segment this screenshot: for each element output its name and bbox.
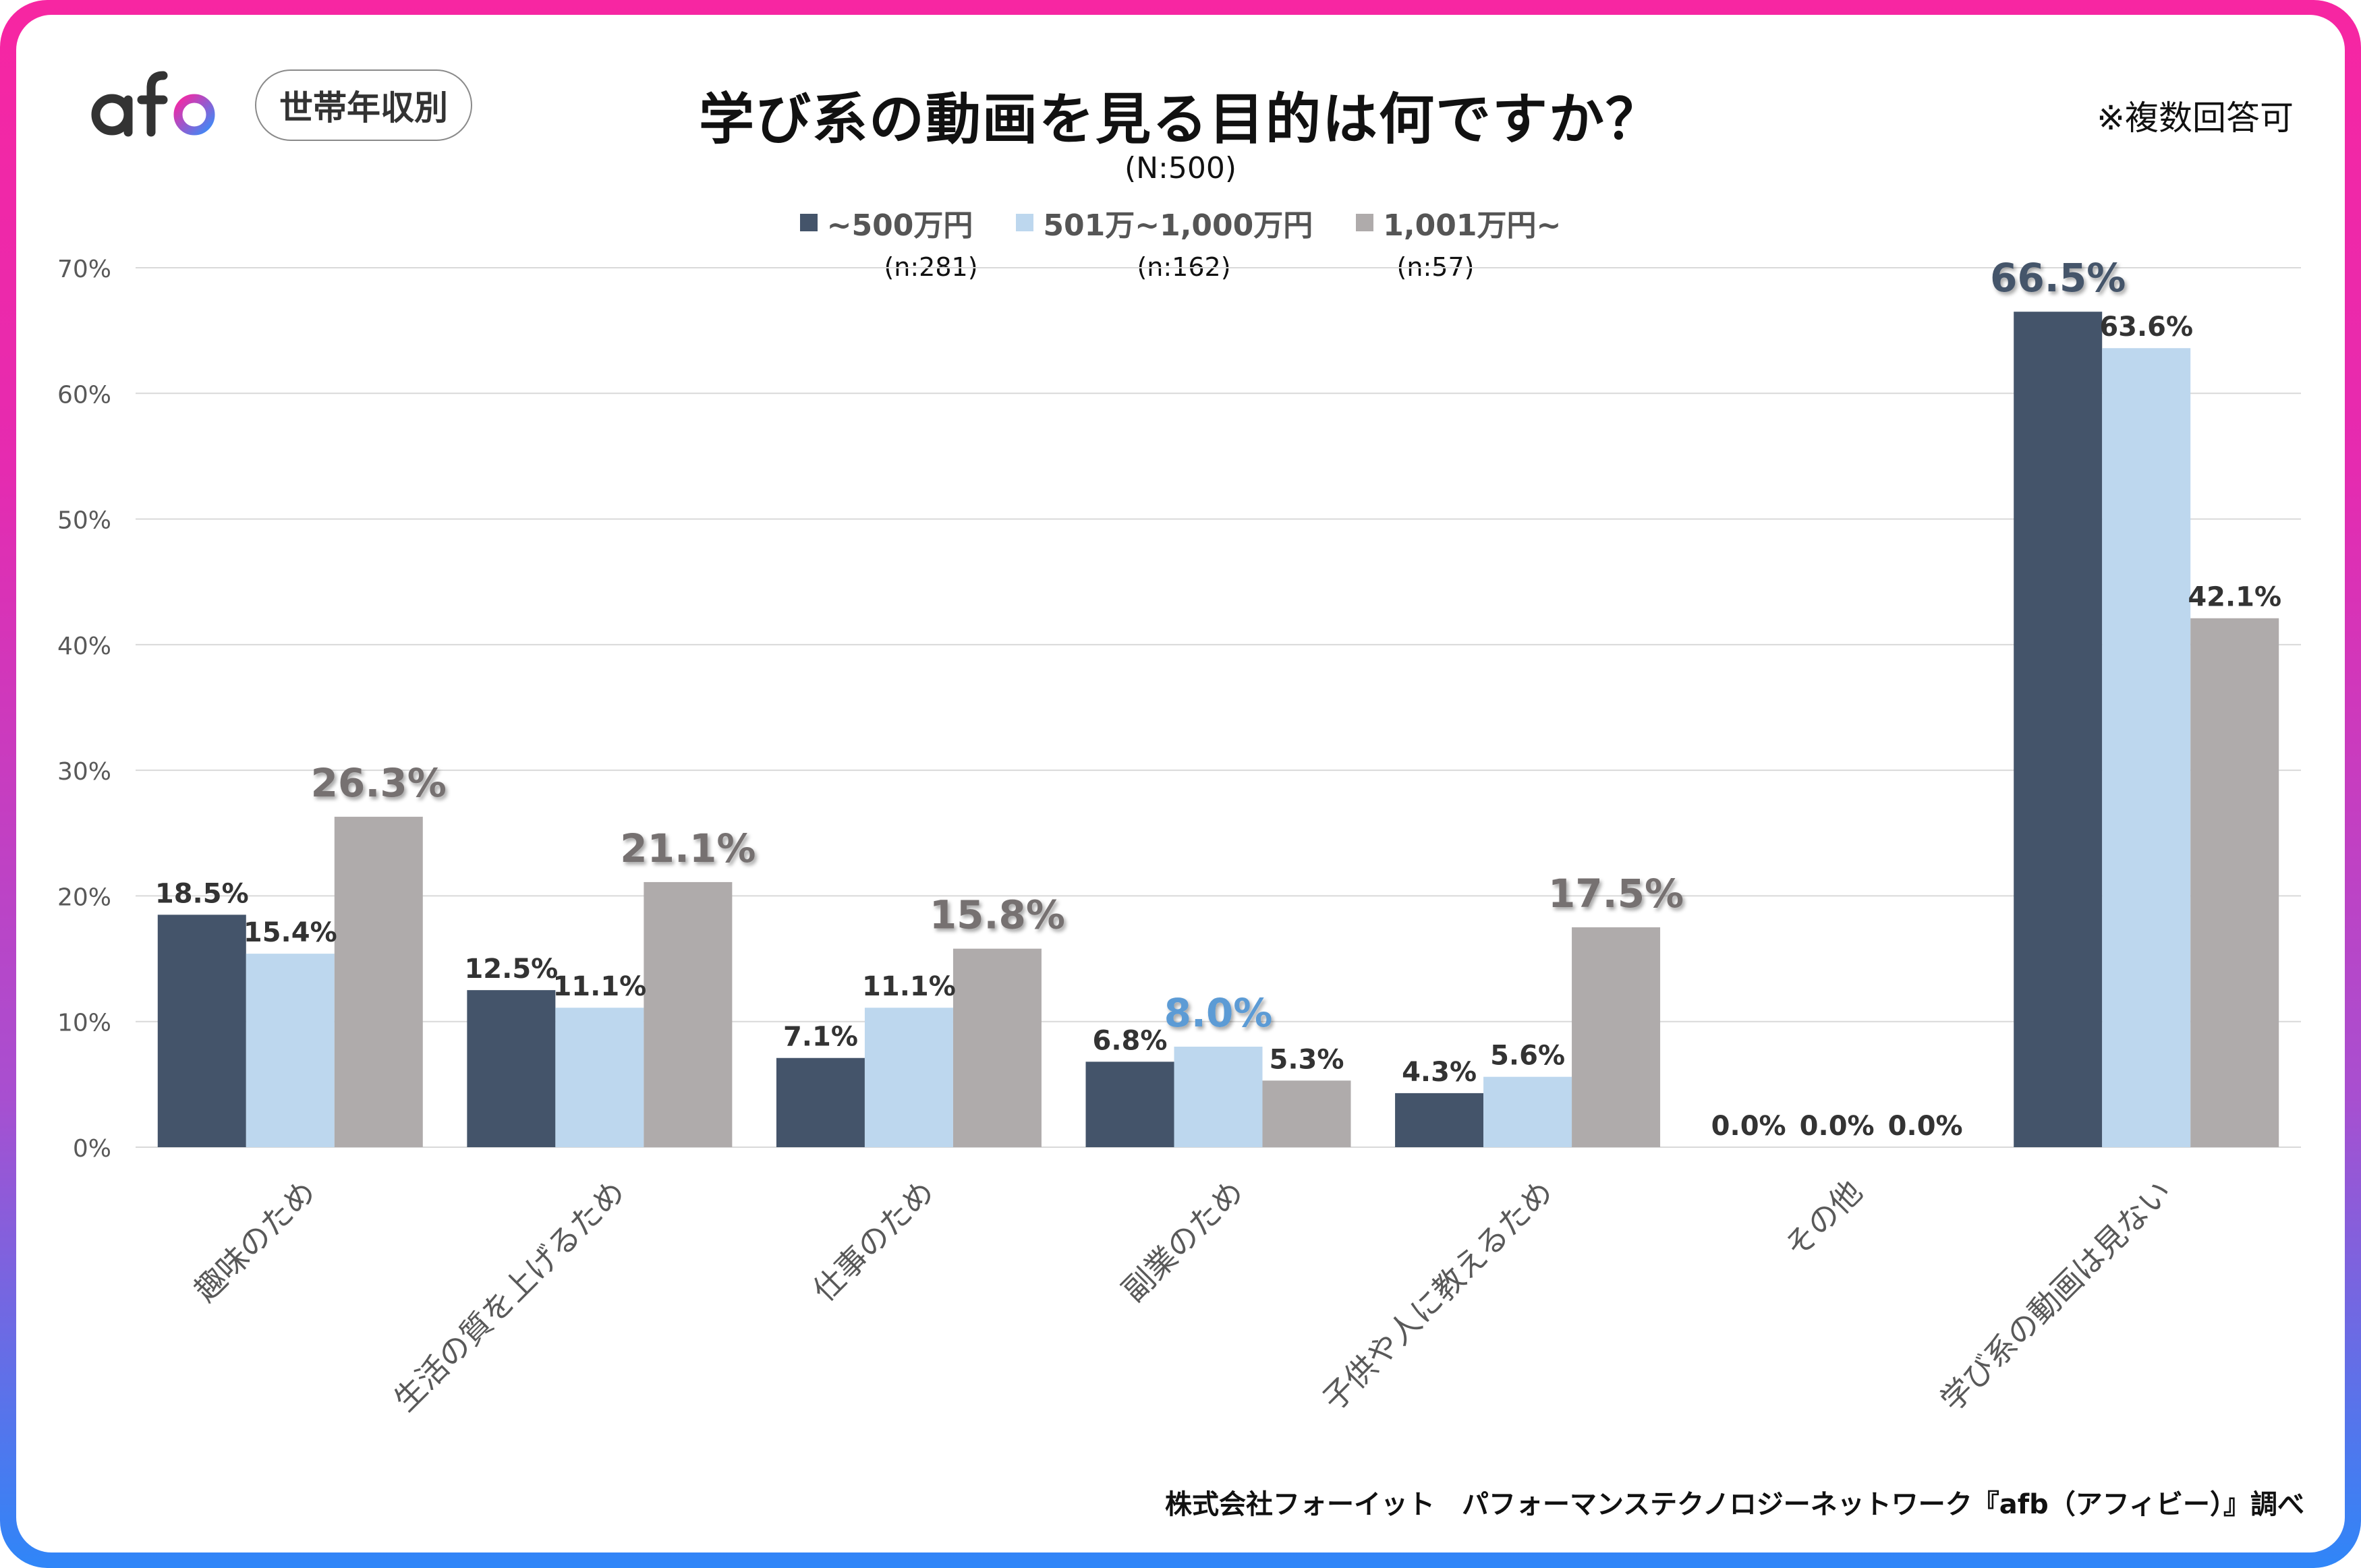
data-label: 42.1% — [2188, 582, 2281, 613]
data-label-highlight: 8.0% — [1164, 990, 1273, 1036]
afb-logo — [91, 68, 215, 137]
bar — [1262, 1080, 1351, 1147]
legend-label-series1: ~500万円 — [826, 208, 973, 243]
bar — [952, 948, 1042, 1147]
logo-a — [91, 94, 133, 137]
data-label: 4.3% — [1402, 1057, 1477, 1088]
legend-item-series1: ~500万円 — [799, 201, 973, 244]
chart-card — [16, 15, 2345, 1552]
data-labels: 18.5%15.4%26.3%12.5%11.1%21.1%7.1%11.1%1… — [155, 255, 2281, 1142]
logo-b — [173, 68, 215, 136]
y-tick-label: 50% — [57, 507, 111, 535]
y-axis-ticks: 0% 10% 20% 30% 40% 50% 60% 70% — [57, 256, 111, 1163]
y-tick-label: 60% — [57, 381, 111, 409]
y-tick-label: 0% — [73, 1135, 111, 1163]
legend-label-series2: 501万~1,000万円 — [1043, 208, 1313, 243]
bar — [776, 1057, 865, 1147]
bar — [644, 881, 733, 1147]
category-label: 趣味のため — [187, 1173, 322, 1309]
data-label: 0.0% — [1888, 1111, 1963, 1142]
bar — [1174, 1046, 1263, 1147]
bar — [1085, 1062, 1174, 1147]
bar — [334, 817, 423, 1147]
category-label: その他 — [1777, 1173, 1869, 1265]
legend-swatch-series1 — [799, 214, 818, 231]
data-label-highlight: 26.3% — [311, 760, 447, 806]
bar — [157, 914, 246, 1147]
legend: ~500万円 501万~1,000万円 1,001万円~ — [0, 202, 2361, 243]
bar — [246, 954, 335, 1147]
category-label: 生活の質を上げるため — [387, 1173, 631, 1418]
bar — [1572, 927, 1661, 1147]
legend-swatch-series2 — [1016, 214, 1034, 231]
legend-item-series3: 1,001万円~ — [1356, 201, 1561, 244]
legend-swatch-series3 — [1356, 214, 1374, 231]
bar — [555, 1008, 644, 1147]
data-label: 5.3% — [1270, 1044, 1344, 1075]
y-tick-label: 40% — [57, 633, 111, 660]
data-label: 63.6% — [2099, 312, 2193, 343]
data-label-highlight: 21.1% — [620, 825, 756, 871]
source-credit: 株式会社フォーイット パフォーマンステクノロジーネットワーク『afb（アフィビー… — [1164, 1489, 2304, 1520]
data-label: 7.1% — [783, 1022, 858, 1053]
logo-f — [137, 71, 168, 137]
data-label: 0.0% — [1711, 1111, 1786, 1142]
data-label-highlight: 17.5% — [1548, 871, 1684, 917]
multiple-answer-note: ※複数回答可 — [2097, 98, 2294, 138]
sample-size: (N:500) — [1124, 151, 1237, 185]
bar — [864, 1008, 953, 1147]
category-label: 学び系の動画は見ない — [1933, 1173, 2178, 1418]
legend-item-series2: 501万~1,000万円 — [1016, 201, 1313, 244]
category-label: 副業のため — [1115, 1173, 1251, 1309]
data-label: 11.1% — [862, 971, 956, 1002]
legend-label-series3: 1,001万円~ — [1383, 208, 1562, 243]
y-tick-label: 70% — [57, 256, 111, 283]
bar — [1395, 1093, 1484, 1147]
data-label: 0.0% — [1800, 1111, 1875, 1142]
data-label: 12.5% — [464, 954, 558, 985]
segment-badge: 世帯年収別 — [255, 69, 472, 141]
bar — [2014, 312, 2103, 1148]
bar — [2190, 618, 2279, 1147]
bar — [467, 990, 556, 1147]
category-label: 仕事のため — [805, 1173, 941, 1309]
bar — [2102, 348, 2191, 1147]
y-tick-label: 30% — [57, 758, 111, 786]
y-tick-label: 10% — [57, 1010, 111, 1037]
bar — [1483, 1076, 1572, 1147]
data-label: 15.4% — [244, 917, 337, 948]
category-label: 子供や人に教えるため — [1315, 1173, 1560, 1418]
data-label: 5.6% — [1490, 1041, 1565, 1072]
bars — [157, 312, 2279, 1148]
data-label: 6.8% — [1093, 1025, 1168, 1056]
y-tick-label: 20% — [57, 883, 111, 911]
x-axis-categories: 趣味のため 生活の質を上げるため 仕事のため 副業のため 子供や人に教えるため その他 学び… — [187, 1173, 2178, 1418]
data-label: 18.5% — [155, 878, 249, 909]
chart-title: 学び系の動画を見る目的は何ですか？ — [698, 88, 1662, 152]
data-label-highlight: 66.5% — [1990, 255, 2126, 301]
data-label: 11.1% — [552, 971, 646, 1002]
data-label-highlight: 15.8% — [930, 892, 1065, 938]
